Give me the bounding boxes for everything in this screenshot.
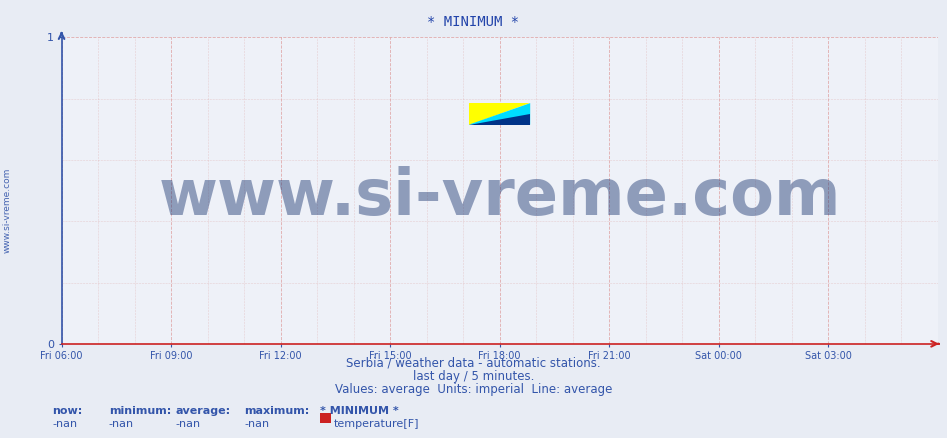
- Text: last day / 5 minutes.: last day / 5 minutes.: [413, 370, 534, 383]
- Text: Serbia / weather data - automatic stations.: Serbia / weather data - automatic statio…: [347, 357, 600, 370]
- Text: maximum:: maximum:: [244, 406, 310, 416]
- Polygon shape: [469, 103, 530, 125]
- Text: minimum:: minimum:: [109, 406, 171, 416]
- Text: * MINIMUM *: * MINIMUM *: [427, 15, 520, 29]
- Polygon shape: [469, 103, 530, 125]
- Text: -nan: -nan: [52, 419, 78, 429]
- Text: -nan: -nan: [244, 419, 270, 429]
- Text: * MINIMUM *: * MINIMUM *: [320, 406, 399, 416]
- Text: www.si-vreme.com: www.si-vreme.com: [158, 166, 841, 228]
- Text: temperature[F]: temperature[F]: [333, 419, 419, 429]
- Polygon shape: [469, 114, 530, 125]
- Text: -nan: -nan: [109, 419, 134, 429]
- Text: Values: average  Units: imperial  Line: average: Values: average Units: imperial Line: av…: [335, 383, 612, 396]
- Text: average:: average:: [175, 406, 230, 416]
- Text: www.si-vreme.com: www.si-vreme.com: [2, 168, 11, 253]
- Text: -nan: -nan: [175, 419, 201, 429]
- Text: now:: now:: [52, 406, 82, 416]
